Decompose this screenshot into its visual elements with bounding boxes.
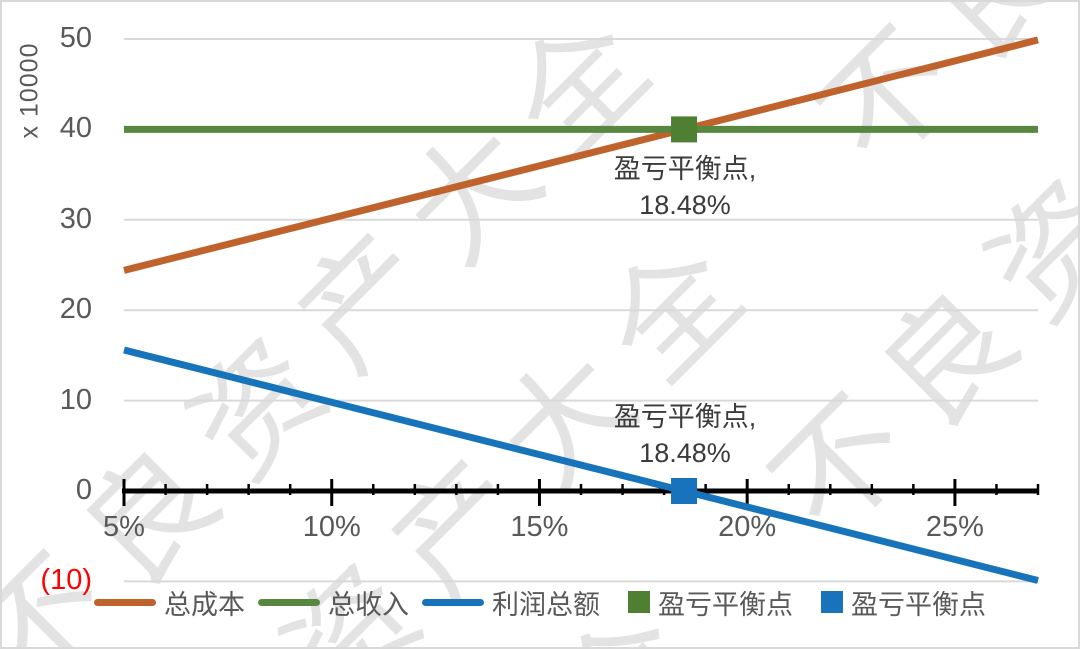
y-tick-label-20: 20: [59, 293, 92, 326]
y-tick-label-0: 0: [75, 474, 92, 506]
y-tick-label-30: 30: [59, 202, 92, 235]
x-tick-label-10%: 10%: [302, 511, 361, 543]
y-tick-label-40: 40: [59, 112, 92, 145]
annotation-category: 盈亏平衡点,: [613, 402, 757, 432]
x-tick-label-25%: 25%: [925, 511, 984, 543]
legend-square-swatch: [628, 591, 650, 613]
legend-label: 盈亏平衡点: [851, 589, 986, 620]
x-tick-label-5%: 5%: [103, 511, 145, 543]
y-tick-label-10: 10: [59, 383, 92, 416]
breakeven-marker-green: [671, 116, 698, 143]
x-tick-label-20%: 20%: [718, 511, 777, 543]
breakeven-marker-blue: [671, 478, 698, 504]
legend-item-1: 总收入: [258, 583, 409, 622]
legend-line-swatch: [258, 598, 320, 606]
legend-item-0: 总成本: [94, 583, 245, 622]
legend-item-2: 利润总额: [422, 583, 600, 622]
legend-label: 利润总额: [492, 589, 600, 620]
x-tick-label-15%: 15%: [510, 511, 569, 543]
y-tick-label-50: 50: [59, 22, 92, 54]
legend-item-3: 盈亏平衡点: [613, 583, 793, 622]
legend-label: 盈亏平衡点: [658, 589, 793, 620]
legend: 总成本 总收入 利润总额 盈亏平衡点 盈亏平衡点: [2, 583, 1078, 622]
legend-line-swatch: [422, 598, 484, 606]
breakeven-annotation-top: 盈亏平衡点, 18.48%: [572, 151, 798, 223]
breakeven-annotation-bottom: 盈亏平衡点, 18.48%: [572, 399, 798, 471]
y-tick-label-(10): (10): [40, 564, 92, 597]
annotation-category: 盈亏平衡点,: [613, 154, 757, 184]
legend-item-4: 盈亏平衡点: [806, 583, 986, 622]
legend-label: 总成本: [164, 589, 245, 620]
annotation-value: 18.48%: [639, 438, 731, 468]
legend-line-swatch: [94, 598, 156, 606]
legend-label: 总收入: [328, 589, 409, 620]
legend-square-swatch: [821, 591, 843, 613]
annotation-value: 18.48%: [639, 190, 731, 220]
